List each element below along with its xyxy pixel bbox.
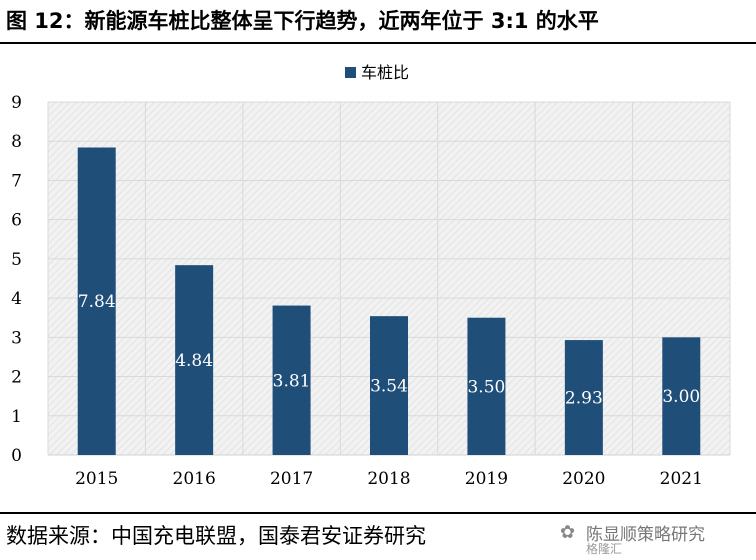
y-tick-label: 0 xyxy=(11,446,22,466)
wechat-icon: ✿ xyxy=(560,522,576,543)
y-tick-label: 7 xyxy=(11,171,22,191)
y-tick-label: 8 xyxy=(11,132,22,152)
data-label: 3.54 xyxy=(370,377,408,397)
x-tick-label: 2018 xyxy=(367,469,410,489)
x-tick-label: 2019 xyxy=(465,469,508,489)
x-tick-label: 2017 xyxy=(270,469,313,489)
y-tick-label: 2 xyxy=(11,368,22,388)
bar xyxy=(77,147,116,455)
legend-swatch xyxy=(345,67,356,78)
x-tick-label: 2016 xyxy=(173,469,216,489)
bar xyxy=(272,305,311,455)
bar xyxy=(175,265,214,455)
watermark-author: 陈显顺策略研究 xyxy=(586,525,705,545)
y-tick-label: 3 xyxy=(11,328,22,348)
legend-label: 车桩比 xyxy=(361,63,409,82)
y-tick-label: 6 xyxy=(11,211,22,231)
data-label: 3.50 xyxy=(467,377,505,397)
y-tick-label: 4 xyxy=(11,289,22,309)
title-rule xyxy=(0,42,756,44)
x-tick-label: 2021 xyxy=(660,469,703,489)
chart-legend: 车桩比 xyxy=(345,63,409,82)
watermark: ✿ 陈显顺策略研究 格隆汇 xyxy=(560,520,750,556)
y-tick-label: 5 xyxy=(11,250,22,270)
data-label: 4.84 xyxy=(175,351,213,371)
data-label: 3.81 xyxy=(273,371,311,391)
footer-rule xyxy=(0,512,756,514)
x-tick-label: 2015 xyxy=(75,469,118,489)
bar xyxy=(370,316,408,455)
bar-chart: 车桩比 0 1 2 3 4 5 6 7 8 9 7.84 2015 4.84 2016 3.81 2017 3.… xyxy=(11,63,731,489)
x-tick-label: 2020 xyxy=(562,469,605,489)
chart-title: 图 12：新能源车桩比整体呈下行趋势，近两年位于 3:1 的水平 xyxy=(6,9,599,33)
data-label: 7.84 xyxy=(78,292,116,312)
bar xyxy=(564,340,603,455)
data-label: 2.93 xyxy=(565,389,603,409)
bar xyxy=(662,337,701,455)
y-tick-label: 1 xyxy=(11,407,22,427)
data-label: 3.00 xyxy=(662,387,700,407)
y-tick-label: 9 xyxy=(11,93,22,113)
watermark-site: 格隆汇 xyxy=(586,542,623,556)
data-source-note: 数据来源：中国充电联盟，国泰君安证券研究 xyxy=(6,524,426,548)
bar xyxy=(467,317,506,455)
